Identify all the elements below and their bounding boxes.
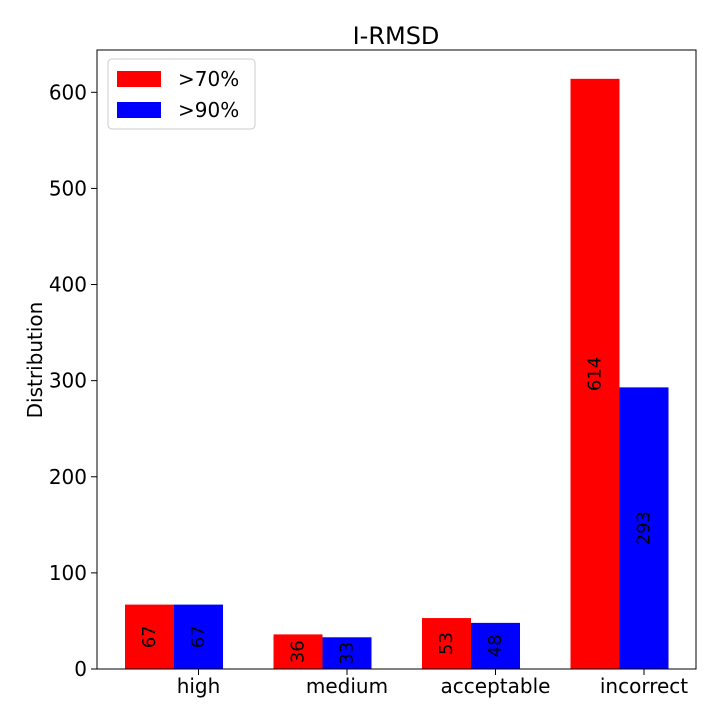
plot-area: 67 36 53 614 67 33 48 293 0 100 200 300 400 500 600 hig… (49, 49, 697, 698)
x-tick-label-medium: medium (306, 674, 388, 698)
y-axis-label: Distribution (23, 302, 47, 419)
y-tick-label: 100 (49, 561, 87, 585)
bar-gt70-incorrect (570, 78, 620, 670)
bar-value-label: 67 (139, 625, 160, 648)
bar-value-label: 614 (585, 357, 606, 391)
chart-title: I-RMSD (353, 22, 440, 50)
y-tick-label: 0 (74, 657, 87, 681)
y-tick-label: 400 (49, 273, 87, 297)
bar-gt90-medium (322, 637, 372, 669)
x-tick-label-acceptable: acceptable (441, 674, 551, 698)
bar-value-label: 36 (288, 640, 309, 663)
y-tick-label: 300 (49, 369, 87, 393)
bar-value-label: 33 (337, 642, 358, 665)
x-tick-label-high: high (177, 674, 221, 698)
legend-swatch (117, 71, 161, 87)
bar-gt70-acceptable (422, 618, 471, 669)
bar-gt70-medium (273, 634, 323, 669)
legend-label: >70% (178, 67, 239, 91)
bar-gt90-high (174, 604, 223, 669)
bar-gt70-high (125, 604, 174, 669)
bar-gt90-incorrect (619, 387, 669, 669)
x-tick-label-incorrect: incorrect (600, 674, 688, 698)
bar-gt90-acceptable (471, 622, 520, 669)
bar-value-label: 293 (634, 511, 655, 545)
bar-value-label: 53 (436, 632, 457, 655)
legend: >70% >90% (107, 58, 256, 130)
axes-frame (96, 49, 697, 670)
bar-value-label: 48 (485, 634, 506, 657)
y-tick-label: 600 (49, 80, 87, 104)
y-tick-label: 500 (49, 176, 87, 200)
legend-label: >90% (178, 98, 239, 122)
legend-swatch (117, 102, 161, 118)
y-tick-label: 200 (49, 465, 87, 489)
bar-value-label: 67 (188, 625, 209, 648)
